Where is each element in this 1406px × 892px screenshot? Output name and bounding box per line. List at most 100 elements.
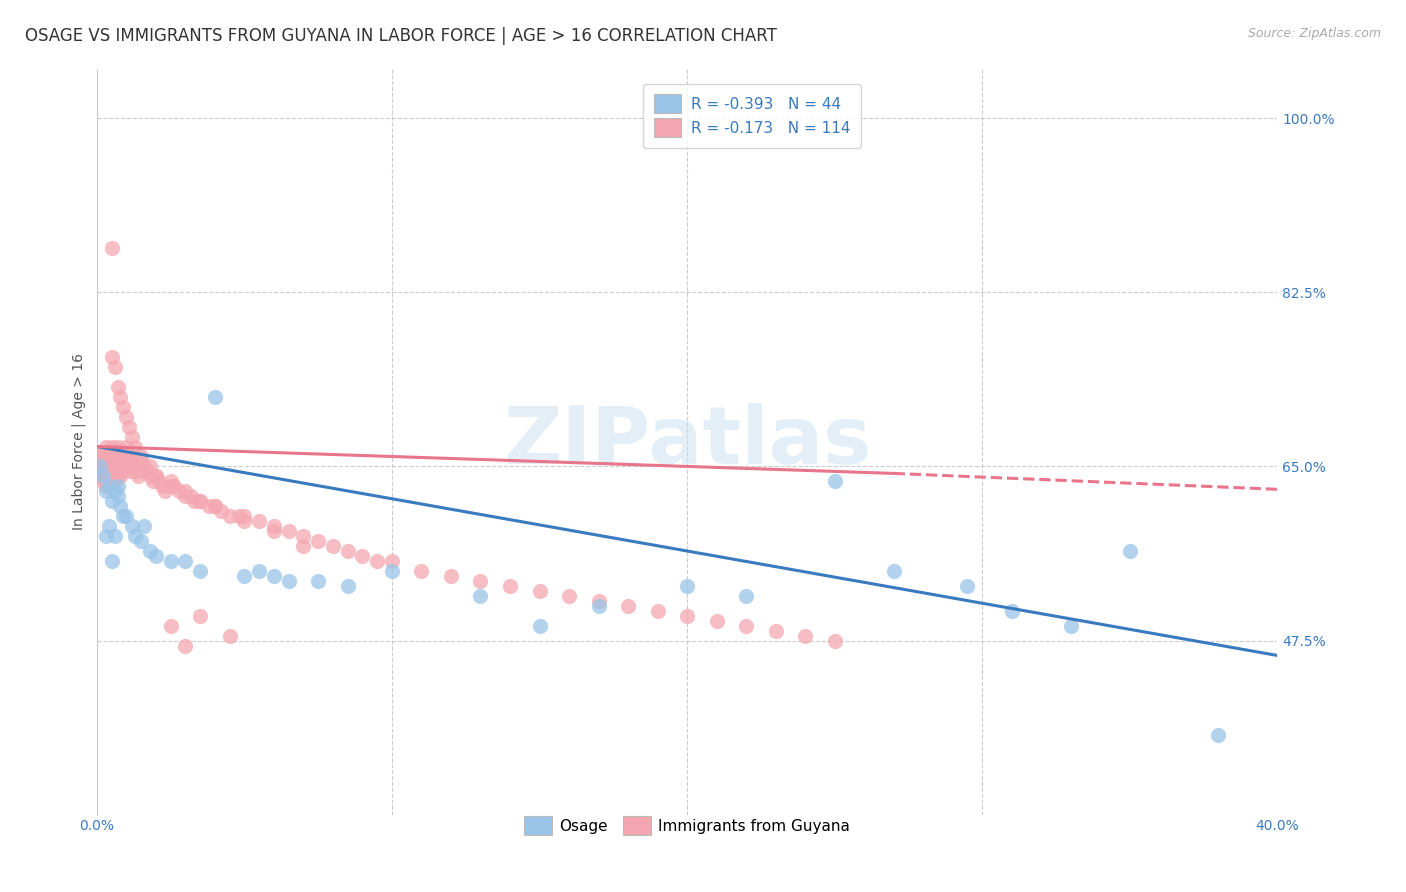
Point xyxy=(94,479,117,493)
Text: ZIPatlas: ZIPatlas xyxy=(503,402,872,481)
Point xyxy=(706,614,728,628)
Point xyxy=(150,479,173,493)
Point xyxy=(121,459,143,474)
Point xyxy=(676,608,699,623)
Text: OSAGE VS IMMIGRANTS FROM GUYANA IN LABOR FORCE | AGE > 16 CORRELATION CHART: OSAGE VS IMMIGRANTS FROM GUYANA IN LABOR… xyxy=(25,27,778,45)
Point xyxy=(132,459,155,474)
Point xyxy=(174,484,197,499)
Point xyxy=(100,450,122,464)
Point xyxy=(198,500,221,514)
Point xyxy=(115,509,138,524)
Point xyxy=(107,440,129,454)
Point xyxy=(209,504,232,518)
Point xyxy=(159,475,181,489)
Point xyxy=(307,534,329,549)
Point xyxy=(112,454,135,468)
Point xyxy=(411,564,433,578)
Point xyxy=(91,464,114,478)
Point xyxy=(103,529,125,543)
Point xyxy=(89,459,111,474)
Point xyxy=(148,475,170,489)
Point xyxy=(110,469,132,483)
Point xyxy=(107,380,129,394)
Point xyxy=(322,539,344,553)
Point xyxy=(499,579,522,593)
Point xyxy=(97,454,120,468)
Point xyxy=(100,440,122,454)
Point xyxy=(107,450,129,464)
Point xyxy=(103,359,125,374)
Point xyxy=(94,484,117,499)
Point xyxy=(129,450,152,464)
Point xyxy=(263,524,285,538)
Point xyxy=(174,554,197,568)
Point xyxy=(233,514,256,528)
Point xyxy=(883,564,905,578)
Point xyxy=(183,494,205,508)
Point xyxy=(366,554,388,568)
Point xyxy=(129,464,152,478)
Text: Source: ZipAtlas.com: Source: ZipAtlas.com xyxy=(1247,27,1381,40)
Point xyxy=(336,579,359,593)
Point xyxy=(292,539,315,553)
Point xyxy=(174,639,197,653)
Point xyxy=(115,440,138,454)
Point xyxy=(824,475,846,489)
Point xyxy=(263,569,285,583)
Point xyxy=(735,618,758,632)
Point xyxy=(336,544,359,558)
Point xyxy=(89,469,111,483)
Point xyxy=(94,440,117,454)
Point xyxy=(204,500,226,514)
Point xyxy=(107,479,129,493)
Point xyxy=(139,459,162,474)
Point xyxy=(118,464,141,478)
Point xyxy=(169,484,191,499)
Point xyxy=(277,574,299,588)
Point xyxy=(103,464,125,478)
Point xyxy=(1001,604,1024,618)
Point xyxy=(204,500,226,514)
Point xyxy=(97,479,120,493)
Point xyxy=(118,454,141,468)
Point xyxy=(94,529,117,543)
Point xyxy=(470,589,492,603)
Point xyxy=(112,509,135,524)
Point xyxy=(824,633,846,648)
Point xyxy=(277,524,299,538)
Point xyxy=(107,459,129,474)
Point xyxy=(110,459,132,474)
Point xyxy=(112,464,135,478)
Point xyxy=(107,469,129,483)
Point xyxy=(588,593,610,607)
Point xyxy=(1206,728,1229,742)
Point xyxy=(218,629,240,643)
Point xyxy=(100,241,122,255)
Point xyxy=(233,509,256,524)
Point xyxy=(91,475,114,489)
Point xyxy=(247,564,270,578)
Point xyxy=(233,569,256,583)
Point xyxy=(139,544,162,558)
Point xyxy=(145,549,167,563)
Point xyxy=(145,469,167,483)
Point xyxy=(100,469,122,483)
Legend: Osage, Immigrants from Guyana: Osage, Immigrants from Guyana xyxy=(515,807,859,845)
Point xyxy=(142,475,165,489)
Y-axis label: In Labor Force | Age > 16: In Labor Force | Age > 16 xyxy=(72,353,86,530)
Point xyxy=(103,454,125,468)
Point xyxy=(100,350,122,364)
Point xyxy=(132,519,155,533)
Point xyxy=(794,629,817,643)
Point xyxy=(139,469,162,483)
Point xyxy=(1060,618,1083,632)
Point xyxy=(529,618,551,632)
Point xyxy=(97,464,120,478)
Point xyxy=(162,479,184,493)
Point xyxy=(218,509,240,524)
Point xyxy=(440,569,463,583)
Point xyxy=(153,484,176,499)
Point xyxy=(204,390,226,404)
Point xyxy=(470,574,492,588)
Point xyxy=(124,464,146,478)
